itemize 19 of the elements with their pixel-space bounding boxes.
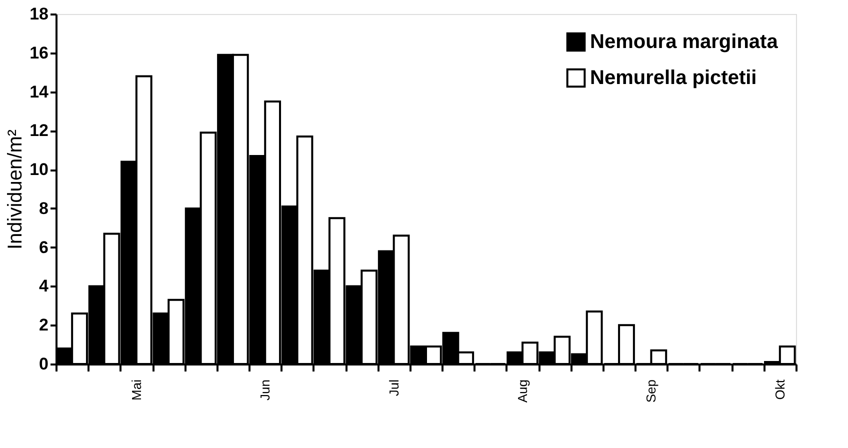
y-tick-label: 10 [30,160,48,180]
y-tick-label: 0 [39,354,48,374]
y-tick-label: 18 [30,4,48,24]
y-tick-label: 6 [39,238,48,257]
y-tick-label: 16 [30,43,48,62]
y-tick-label: 2 [39,316,48,335]
x-tick-label: Jun [258,380,273,400]
y-tick-label: 8 [39,198,48,218]
x-tick-label: Mai [128,379,144,400]
y-tick-label: 4 [39,276,50,296]
x-tick-label: Okt [772,379,788,400]
legend-label: Nemoura marginata [590,31,779,53]
y-axis-title: Individuen/m² [4,129,27,250]
y-tick-label: 14 [30,82,50,102]
x-tick-label: Sep [644,380,659,403]
x-tick-label: Aug [515,380,530,403]
legend-label: Nemurella pictetii [590,67,757,89]
y-tick-label: 12 [30,121,48,140]
x-tick-label: Jul [386,379,402,396]
